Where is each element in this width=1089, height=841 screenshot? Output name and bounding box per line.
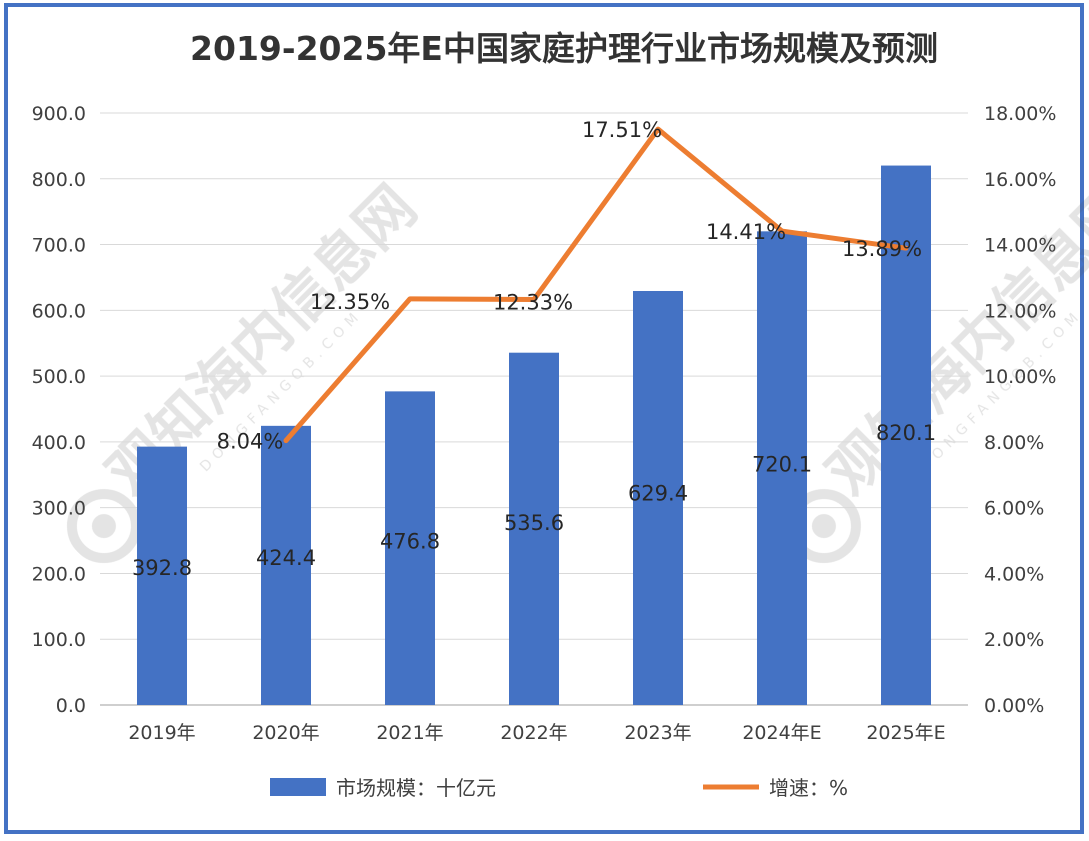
y-left-tick-label: 400.0	[32, 432, 86, 454]
bar-value-label: 629.4	[628, 481, 688, 505]
watermark-logo-dot	[91, 514, 116, 539]
y-left-tick-label: 900.0	[32, 103, 86, 125]
y-right-tick-label: 16.00%	[984, 169, 1056, 191]
y-right-tick-label: 4.00%	[984, 563, 1044, 585]
y-right-tick-label: 14.00%	[984, 235, 1056, 257]
y-right-tick-label: 6.00%	[984, 498, 1044, 520]
legend-bar-label: 市场规模：十亿元	[336, 776, 496, 800]
legend-bar-swatch	[270, 778, 326, 796]
y-right-tick-label: 18.00%	[984, 103, 1056, 125]
bar-value-label: 476.8	[380, 529, 440, 553]
bar-value-label: 720.1	[752, 453, 812, 477]
bar	[881, 165, 931, 705]
line-value-label: 12.33%	[493, 290, 573, 314]
y-left-tick-label: 600.0	[32, 300, 86, 322]
chart-title: 2019-2025年E中国家庭护理行业市场规模及预测	[190, 29, 938, 68]
bar	[137, 446, 187, 705]
line-value-label: 14.41%	[706, 220, 786, 244]
y-right-tick-label: 10.00%	[984, 366, 1056, 388]
x-tick-label: 2021年	[376, 722, 443, 744]
x-tick-label: 2019年	[128, 722, 195, 744]
growth-line	[283, 126, 909, 444]
bar-value-label: 392.8	[132, 556, 192, 580]
line-value-label: 13.89%	[842, 237, 922, 261]
y-right-tick-label: 12.00%	[984, 300, 1056, 322]
bar	[757, 231, 807, 705]
x-tick-label: 2025年E	[866, 722, 945, 744]
y-left-tick-label: 300.0	[32, 498, 86, 520]
y-right-tick-label: 0.00%	[984, 695, 1044, 717]
y-left-tick-label: 800.0	[32, 169, 86, 191]
legend-line-label: 增速：%	[769, 776, 848, 800]
x-tick-label: 2024年E	[742, 722, 821, 744]
bar	[261, 425, 311, 705]
x-tick-label: 2022年	[500, 722, 567, 744]
line-value-label: 12.35%	[310, 290, 390, 314]
bar	[385, 391, 435, 705]
bar-value-label: 535.6	[504, 511, 564, 535]
line-value-label: 17.51%	[582, 118, 662, 142]
y-left-tick-label: 500.0	[32, 366, 86, 388]
y-left-tick-label: 0.0	[56, 695, 86, 717]
x-tick-label: 2020年	[252, 722, 319, 744]
y-left-tick-label: 100.0	[32, 629, 86, 651]
y-right-tick-label: 8.00%	[984, 432, 1044, 454]
y-left-tick-label: 700.0	[32, 235, 86, 257]
line-value-label: 8.04%	[217, 430, 284, 454]
watermark-logo-dot	[811, 514, 836, 539]
y-left-tick-label: 200.0	[32, 563, 86, 585]
y-right-tick-label: 2.00%	[984, 629, 1044, 651]
bar	[509, 352, 559, 705]
x-tick-label: 2023年	[624, 722, 691, 744]
bar-value-label: 820.1	[876, 421, 936, 445]
bar-value-label: 424.4	[256, 546, 316, 570]
bar	[633, 290, 683, 705]
watermark-logo	[66, 489, 141, 564]
